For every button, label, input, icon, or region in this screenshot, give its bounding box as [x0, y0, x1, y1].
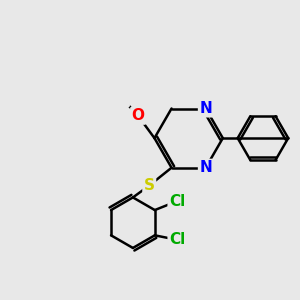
- Text: O: O: [110, 88, 122, 102]
- Text: S: S: [144, 178, 155, 193]
- Text: O: O: [115, 91, 128, 106]
- Text: O: O: [115, 91, 128, 106]
- Text: Cl: Cl: [169, 232, 185, 247]
- Text: Cl: Cl: [169, 194, 185, 208]
- Text: O: O: [115, 91, 128, 106]
- Text: N: N: [200, 160, 212, 175]
- Text: O: O: [132, 108, 145, 123]
- Text: N: N: [200, 101, 212, 116]
